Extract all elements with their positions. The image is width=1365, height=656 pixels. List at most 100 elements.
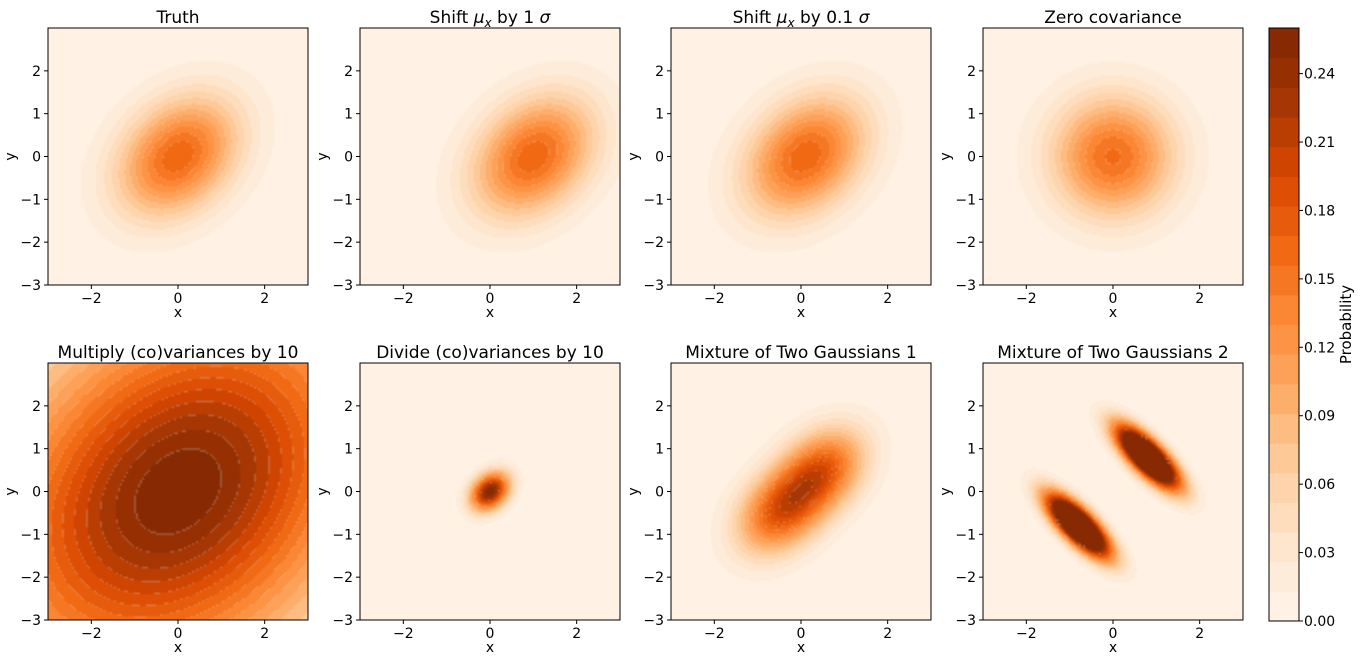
y-tick-label: 1 xyxy=(655,442,664,458)
panel-title: Shift μx by 0.1 σ xyxy=(733,8,871,30)
colorbar-level xyxy=(1269,561,1299,592)
colorbar-level xyxy=(1269,235,1299,266)
colorbar-tick-label: 0.00 xyxy=(1304,614,1335,630)
y-axis-label: y xyxy=(3,487,19,495)
y-tick-label: −1 xyxy=(643,192,664,208)
colorbar-level xyxy=(1269,176,1299,207)
colorbar-level xyxy=(1269,591,1299,622)
y-tick-label: −3 xyxy=(20,278,41,294)
x-axis-label: x xyxy=(797,305,805,321)
panel-3: −2 0 2 −3 −2 −1 0 1 2 x y Shift μx by 0.1 σ xyxy=(626,8,932,321)
panel-4: −2 0 2 −3 −2 −1 0 1 2 x y Zero covariance xyxy=(938,8,1244,321)
colorbar-level xyxy=(1269,472,1299,503)
y-tick-label: −3 xyxy=(332,613,353,629)
y-tick-label: 1 xyxy=(344,107,353,123)
colorbar-tick-label: 0.24 xyxy=(1304,67,1335,83)
colorbar-tick-label: 0.12 xyxy=(1304,340,1335,356)
x-tick-label: −2 xyxy=(81,291,102,307)
y-tick-label: 0 xyxy=(32,485,41,501)
colorbar-level xyxy=(1269,205,1299,237)
panel-title: Divide (co)variances by 10 xyxy=(376,343,604,363)
y-tick-label: 0 xyxy=(344,485,353,501)
colorbar-level xyxy=(1269,116,1299,148)
x-tick-label: 2 xyxy=(883,626,892,642)
colorbar-tick-label: 0.18 xyxy=(1304,203,1335,219)
x-axis-label: x xyxy=(1109,305,1117,321)
y-tick-label: −2 xyxy=(643,570,664,586)
x-tick-label: 2 xyxy=(260,291,269,307)
y-tick-label: 2 xyxy=(344,64,353,80)
x-tick-label: −2 xyxy=(393,291,414,307)
y-axis-label: y xyxy=(626,487,642,495)
y-tick-label: −2 xyxy=(332,570,353,586)
density-contour-fill xyxy=(48,28,308,285)
colorbar-level xyxy=(1269,265,1299,296)
y-axis-label: y xyxy=(938,487,954,495)
panel-title: Truth xyxy=(155,8,199,28)
density-contour-fill xyxy=(360,363,620,620)
y-tick-label: −1 xyxy=(955,192,976,208)
y-tick-label: 2 xyxy=(967,64,976,80)
y-tick-label: −1 xyxy=(643,527,664,543)
y-tick-label: −3 xyxy=(20,613,41,629)
x-tick-label: 2 xyxy=(572,626,581,642)
y-tick-label: 2 xyxy=(32,64,41,80)
y-tick-label: −3 xyxy=(955,278,976,294)
panel-title: Mixture of Two Gaussians 1 xyxy=(685,343,917,363)
y-tick-label: −2 xyxy=(20,235,41,251)
x-tick-label: −2 xyxy=(393,626,414,642)
density-contour-fill xyxy=(983,28,1243,285)
x-tick-label: 0 xyxy=(486,626,495,642)
colorbar-tick-label: 0.21 xyxy=(1304,135,1335,151)
x-tick-label: −2 xyxy=(81,626,102,642)
y-tick-label: 1 xyxy=(655,107,664,123)
x-tick-label: 0 xyxy=(174,291,183,307)
panels: −2 0 2 −3 −2 −1 0 1 2 x y Truth −2 0 2 −3 −2 −1 0 1 2 x y Shift… xyxy=(3,8,1244,656)
colorbar-level xyxy=(1269,383,1299,415)
y-tick-label: 0 xyxy=(32,150,41,166)
y-tick-label: −1 xyxy=(955,527,976,543)
panel-7: −2 0 2 −3 −2 −1 0 1 2 x y Mixture of Two Gaussians … xyxy=(626,343,932,656)
y-tick-label: 0 xyxy=(344,150,353,166)
panel-5: −2 0 2 −3 −2 −1 0 1 2 x y Multiply (co)variances by… xyxy=(3,343,309,656)
x-tick-label: 0 xyxy=(797,626,806,642)
density-contour-fill xyxy=(48,363,308,620)
y-tick-label: −3 xyxy=(332,278,353,294)
y-tick-label: −2 xyxy=(20,570,41,586)
y-tick-label: 0 xyxy=(967,485,976,501)
colorbar-frame xyxy=(1268,27,1300,622)
x-tick-label: −2 xyxy=(1016,291,1037,307)
x-axis-label: x xyxy=(486,640,494,656)
x-axis-label: x xyxy=(1109,640,1117,656)
y-tick-label: −1 xyxy=(20,527,41,543)
x-axis-label: x xyxy=(797,640,805,656)
colorbar-label: Probability xyxy=(1337,285,1355,364)
density-contour-fill xyxy=(360,28,620,285)
y-tick-label: −1 xyxy=(20,192,41,208)
y-axis-label: y xyxy=(315,487,331,495)
y-tick-label: 1 xyxy=(32,442,41,458)
y-tick-label: −1 xyxy=(332,527,353,543)
y-tick-label: −2 xyxy=(643,235,664,251)
y-axis-label: y xyxy=(938,152,954,160)
colorbar-level xyxy=(1269,146,1299,177)
x-tick-label: −2 xyxy=(704,626,725,642)
y-tick-label: −3 xyxy=(643,278,664,294)
panel-8: −2 0 2 −3 −2 −1 0 1 2 x y Mixture of Two Gaussians … xyxy=(938,343,1244,656)
colorbar: 0.00 0.03 0.06 0.09 0.12 0.15 0.18 0.21 0.24 Prob… xyxy=(1268,27,1355,630)
y-axis-label: y xyxy=(3,152,19,160)
y-tick-label: 1 xyxy=(344,442,353,458)
y-tick-label: −2 xyxy=(955,235,976,251)
y-tick-label: −2 xyxy=(332,235,353,251)
colorbar-level xyxy=(1269,354,1299,385)
colorbar-level xyxy=(1269,87,1299,118)
panel-6: −2 0 2 −3 −2 −1 0 1 2 x y Divide (co)variances by 1… xyxy=(315,343,621,656)
colorbar-tick-label: 0.03 xyxy=(1304,546,1335,562)
panel-2: −2 0 2 −3 −2 −1 0 1 2 x y Shift μx by 1 σ xyxy=(315,8,621,321)
x-tick-label: 0 xyxy=(174,626,183,642)
colorbar-level xyxy=(1269,532,1299,563)
panel-title: Mixture of Two Gaussians 2 xyxy=(997,343,1229,363)
panel-title: Shift μx by 1 σ xyxy=(430,8,552,30)
x-tick-label: −2 xyxy=(1016,626,1037,642)
